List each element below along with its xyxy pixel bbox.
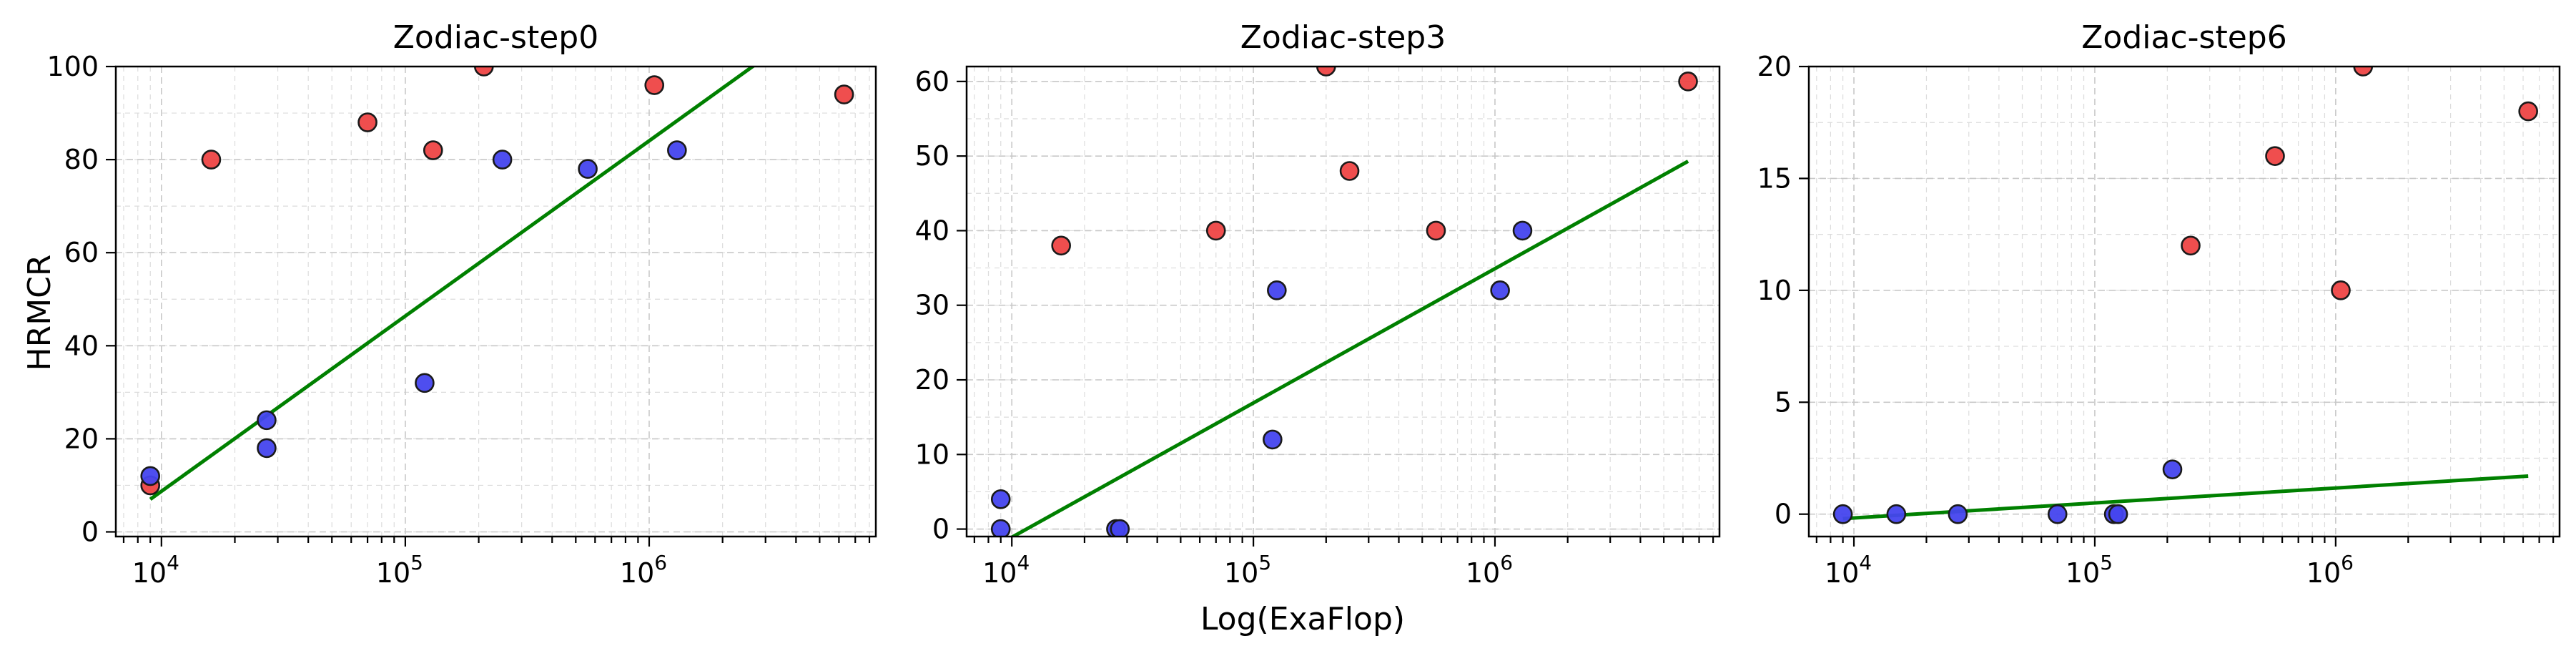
subplot-zodiac-step0: 104 105 106 0 20 40 60 80 100 Zodiac-step0 bbox=[46, 19, 877, 589]
y-tick-label: 20 bbox=[64, 423, 99, 454]
data-point-red bbox=[1678, 72, 1698, 92]
x-tick-label: 104 bbox=[1825, 551, 1872, 589]
data-point-red bbox=[644, 75, 665, 95]
plot-frame bbox=[114, 65, 877, 538]
data-point-blue bbox=[1948, 504, 1968, 524]
data-point-red bbox=[1426, 220, 1446, 241]
y-tick-label: 20 bbox=[1757, 51, 1792, 82]
y-tick-label: 0 bbox=[82, 516, 99, 547]
data-point-red bbox=[2353, 67, 2374, 77]
x-tick-label: 105 bbox=[1224, 551, 1271, 589]
y-tick-label: 60 bbox=[915, 66, 949, 97]
y-tick-label: 0 bbox=[932, 514, 949, 545]
subplot-zodiac-step6: 104 105 106 0 5 10 15 20 Zodiac-step6 bbox=[1757, 19, 2561, 589]
data-point-blue bbox=[257, 438, 277, 459]
chart-title: Zodiac-step6 bbox=[2081, 19, 2286, 56]
data-point-blue bbox=[1886, 504, 1907, 524]
data-point-blue bbox=[990, 519, 1011, 537]
y-tick-label: 40 bbox=[915, 215, 949, 246]
y-tick-label: 50 bbox=[915, 140, 949, 172]
data-point-red bbox=[1316, 67, 1336, 77]
subplot-zodiac-step3: 104 105 106 0 10 20 30 40 50 60 Zodiac-step3 bbox=[915, 19, 1721, 589]
y-tick-label: 20 bbox=[915, 364, 949, 396]
data-point-red bbox=[474, 67, 494, 77]
y-tick-label: 0 bbox=[1775, 499, 1792, 530]
data-point-red bbox=[2518, 101, 2538, 122]
x-tick-label: 106 bbox=[2306, 551, 2354, 589]
data-point-red bbox=[1051, 235, 1071, 256]
data-point-blue bbox=[1512, 220, 1533, 241]
y-tick-label: 30 bbox=[915, 290, 949, 321]
data-point-red bbox=[1205, 220, 1226, 241]
y-tick-label: 10 bbox=[1757, 275, 1792, 306]
data-point-red bbox=[357, 112, 377, 132]
data-point-blue bbox=[140, 466, 161, 486]
data-point-blue bbox=[667, 140, 687, 160]
x-tick-label: 106 bbox=[620, 551, 667, 589]
data-point-blue bbox=[578, 159, 598, 179]
data-point-blue bbox=[1490, 280, 1510, 300]
data-point-blue bbox=[492, 150, 513, 170]
data-point-blue bbox=[1110, 519, 1130, 537]
chart-title: Zodiac-step3 bbox=[1240, 19, 1446, 56]
x-tick-label: 105 bbox=[376, 551, 423, 589]
data-point-red bbox=[423, 140, 443, 160]
x-tick-label: 104 bbox=[982, 551, 1030, 589]
data-point-red bbox=[2181, 235, 2201, 256]
data-point-blue bbox=[2162, 459, 2183, 479]
y-tick-label: 80 bbox=[64, 144, 99, 175]
data-point-blue bbox=[2108, 504, 2128, 524]
y-tick-label: 40 bbox=[64, 330, 99, 361]
plot-frame bbox=[1807, 65, 2561, 538]
data-point-blue bbox=[1267, 280, 1287, 300]
data-point-blue bbox=[2047, 504, 2068, 524]
x-tick-label: 105 bbox=[2066, 551, 2113, 589]
data-point-blue bbox=[415, 373, 435, 393]
x-tick-label: 106 bbox=[1466, 551, 1513, 589]
data-point-red bbox=[834, 84, 854, 104]
y-tick-label: 5 bbox=[1775, 386, 1792, 418]
x-tick-label: 104 bbox=[132, 551, 179, 589]
data-point-red bbox=[2331, 280, 2351, 300]
fit-line bbox=[1842, 474, 2529, 521]
data-point-blue bbox=[990, 489, 1011, 509]
chart-title: Zodiac-step0 bbox=[393, 19, 598, 56]
data-point-blue bbox=[1832, 504, 1853, 524]
x-axis-label: Log(ExaFlop) bbox=[1200, 601, 1405, 637]
data-point-red bbox=[1339, 161, 1360, 181]
data-point-blue bbox=[1263, 429, 1283, 450]
fit-line bbox=[1009, 160, 1689, 537]
fit-line bbox=[149, 67, 756, 501]
y-axis-label: HRMCR bbox=[21, 255, 58, 371]
y-tick-label: 60 bbox=[64, 237, 99, 268]
y-tick-label: 15 bbox=[1757, 162, 1792, 194]
y-tick-label: 10 bbox=[915, 439, 949, 470]
y-tick-label: 100 bbox=[46, 51, 99, 82]
data-point-red bbox=[201, 150, 222, 170]
data-point-red bbox=[2265, 146, 2285, 166]
data-point-blue bbox=[257, 410, 277, 431]
plot-frame bbox=[965, 65, 1721, 538]
